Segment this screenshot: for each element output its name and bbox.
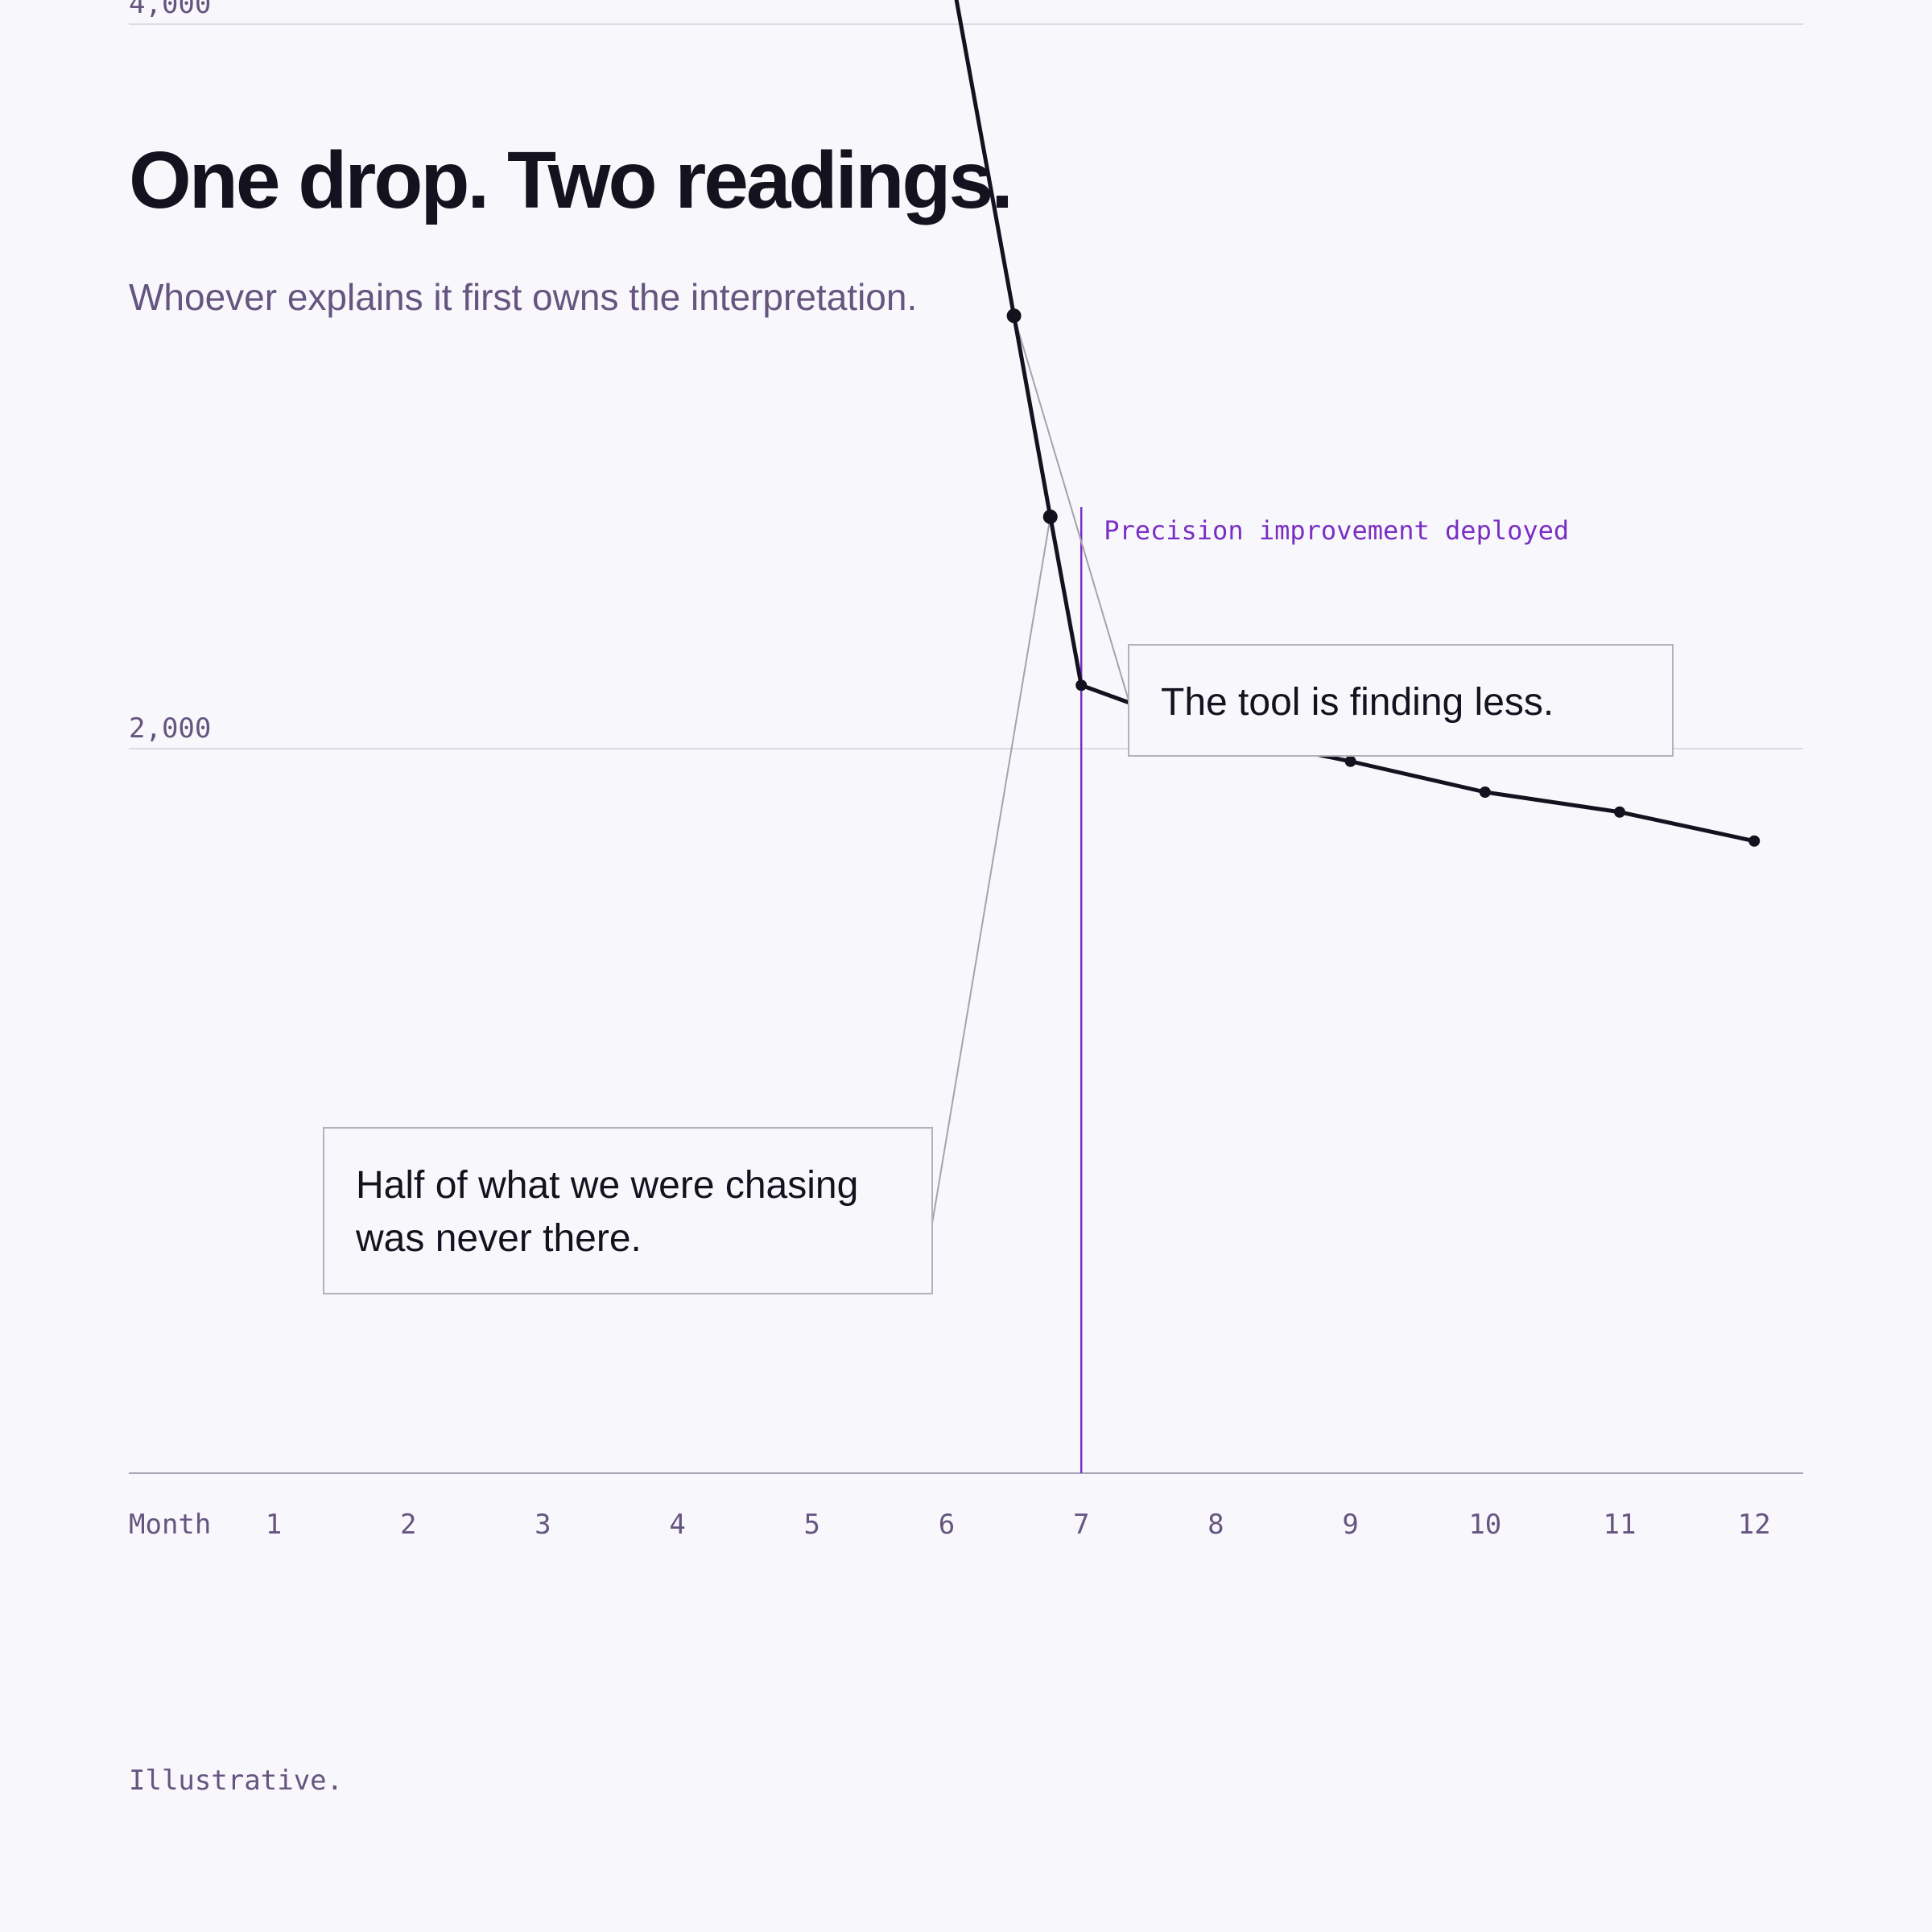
x-tick-label: 3 (535, 1509, 551, 1541)
annotation-leaders (931, 315, 1129, 1224)
series-layer (954, 0, 1761, 847)
series-line (954, 0, 1757, 844)
x-tick-label: 2 (400, 1509, 416, 1541)
deployment-marker: Precision improvement deployed (1080, 507, 1569, 1473)
gridlines (129, 23, 1803, 749)
annotation-text: Half of what we were chasing was never th… (355, 1164, 858, 1260)
x-tick-label: 5 (804, 1509, 820, 1541)
y-tick-label: 2,000 (129, 712, 211, 745)
annotation-text: The tool is finding less. (1161, 681, 1554, 724)
annotation-box (1128, 644, 1674, 757)
chart-title: One drop. Two readings. (129, 135, 1013, 225)
x-tick-label: 4 (669, 1509, 685, 1541)
x-tick-label: 12 (1738, 1509, 1771, 1541)
x-tick-label: 9 (1342, 1509, 1358, 1541)
chart-subtitle: Whoever explains it first owns the inter… (129, 276, 918, 318)
x-tick-label: 10 (1468, 1509, 1501, 1541)
data-point (1614, 806, 1625, 818)
x-axis-label: Month (129, 1509, 211, 1541)
data-point (1006, 308, 1022, 324)
x-tick-label: 1 (266, 1509, 282, 1541)
footnote: Illustrative. (129, 1765, 344, 1797)
annotation-callouts: The tool is finding less. Half of what we… (323, 644, 1674, 1294)
annotation-box (323, 1127, 933, 1294)
x-tick-label: 7 (1073, 1509, 1089, 1541)
x-tick-label: 8 (1208, 1509, 1224, 1541)
data-point (1075, 679, 1088, 691)
data-point (1479, 786, 1491, 798)
marker-label: Precision improvement deployed (1104, 515, 1569, 546)
annotation-leader (931, 516, 1051, 1224)
x-tick-label: 11 (1604, 1509, 1637, 1541)
y-tick-label: 4,000 (129, 0, 211, 20)
data-point (1042, 510, 1058, 524)
data-point (1748, 835, 1761, 847)
annotation-leader (1013, 315, 1129, 701)
data-point (1344, 755, 1356, 767)
x-tick-label: 6 (939, 1509, 955, 1541)
